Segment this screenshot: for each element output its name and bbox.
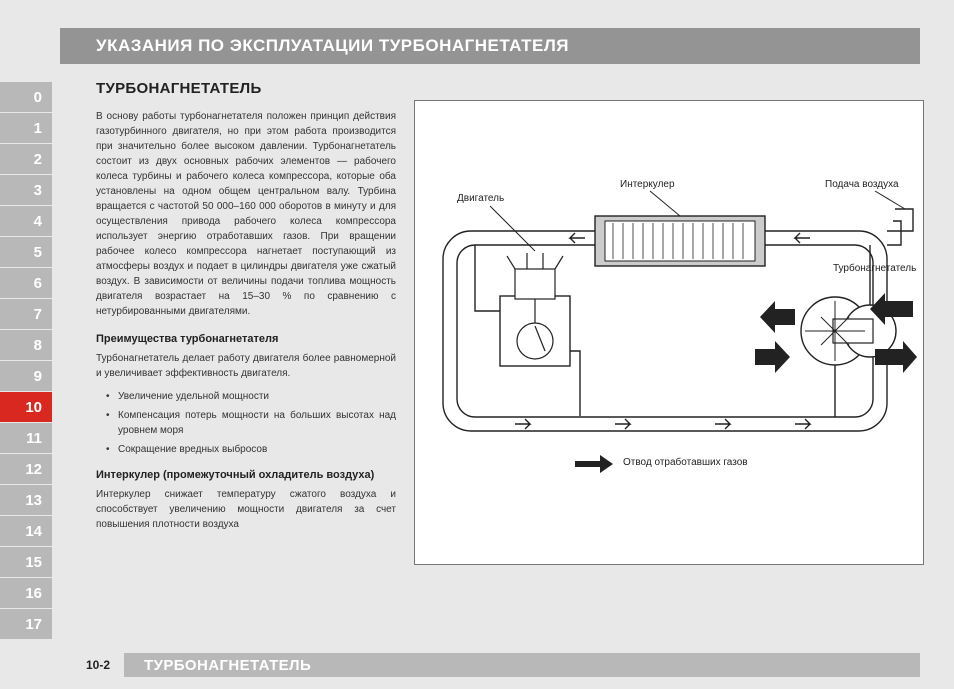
chapter-tab-14[interactable]: 14	[0, 516, 52, 546]
intercooler-heading: Интеркулер (промежуточный охладитель воз…	[96, 469, 396, 481]
chapter-tab-15[interactable]: 15	[0, 547, 52, 577]
chapter-tab-0[interactable]: 0	[0, 82, 52, 112]
chapter-tab-1[interactable]: 1	[0, 113, 52, 143]
intro-paragraph: В основу работы турбонагнетателя положен…	[96, 109, 396, 319]
turbocharger-diagram	[415, 101, 925, 566]
manual-page: УКАЗАНИЯ ПО ЭКСПЛУАТАЦИИ ТУРБОНАГНЕТАТЕЛ…	[0, 0, 954, 689]
diagram-label-engine: Двигатель	[457, 193, 504, 204]
chapter-tab-6[interactable]: 6	[0, 268, 52, 298]
chapter-tab-9[interactable]: 9	[0, 361, 52, 391]
chapter-tab-10[interactable]: 10	[0, 392, 52, 422]
chapter-tabs: 01234567891011121314151617	[0, 82, 52, 640]
advantages-list: Увеличение удельной мощности Компенсация …	[96, 389, 396, 457]
footer-page-number: 10-2	[60, 654, 124, 676]
section-title: ТУРБОНАГНЕТАТЕЛЬ	[96, 80, 396, 97]
chapter-tab-3[interactable]: 3	[0, 175, 52, 205]
chapter-tab-13[interactable]: 13	[0, 485, 52, 515]
advantages-bullet: Увеличение удельной мощности	[108, 389, 396, 404]
title-bar: УКАЗАНИЯ ПО ЭКСПЛУАТАЦИИ ТУРБОНАГНЕТАТЕЛ…	[60, 28, 920, 64]
advantages-bullet: Компенсация потерь мощности на больших в…	[108, 408, 396, 438]
chapter-tab-17[interactable]: 17	[0, 609, 52, 639]
chapter-tab-2[interactable]: 2	[0, 144, 52, 174]
chapter-tab-8[interactable]: 8	[0, 330, 52, 360]
advantages-heading: Преимущества турбонагнетателя	[96, 333, 396, 345]
diagram-label-turbocharger: Турбонагнетатель	[833, 263, 916, 274]
diagram-box: Двигатель Интеркулер Подача воздуха Турб…	[414, 100, 924, 565]
footer-section-label: ТУРБОНАГНЕТАТЕЛЬ	[124, 653, 920, 677]
chapter-tab-11[interactable]: 11	[0, 423, 52, 453]
chapter-tab-4[interactable]: 4	[0, 206, 52, 236]
chapter-tab-12[interactable]: 12	[0, 454, 52, 484]
footer: 10-2 ТУРБОНАГНЕТАТЕЛЬ	[60, 653, 920, 677]
title-bar-text: УКАЗАНИЯ ПО ЭКСПЛУАТАЦИИ ТУРБОНАГНЕТАТЕЛ…	[96, 36, 569, 56]
content-column: ТУРБОНАГНЕТАТЕЛЬ В основу работы турбона…	[96, 80, 396, 546]
intercooler-text: Интеркулер снижает температуру сжатого в…	[96, 487, 396, 532]
chapter-tab-16[interactable]: 16	[0, 578, 52, 608]
advantages-bullet: Сокращение вредных выбросов	[108, 442, 396, 457]
chapter-tab-5[interactable]: 5	[0, 237, 52, 267]
diagram-label-air-supply: Подача воздуха	[825, 179, 899, 190]
diagram-label-exhaust: Отвод отработавших газов	[623, 457, 748, 468]
advantages-intro: Турбонагнетатель делает работу двигателя…	[96, 351, 396, 381]
chapter-tab-7[interactable]: 7	[0, 299, 52, 329]
diagram-label-intercooler: Интеркулер	[620, 179, 675, 190]
